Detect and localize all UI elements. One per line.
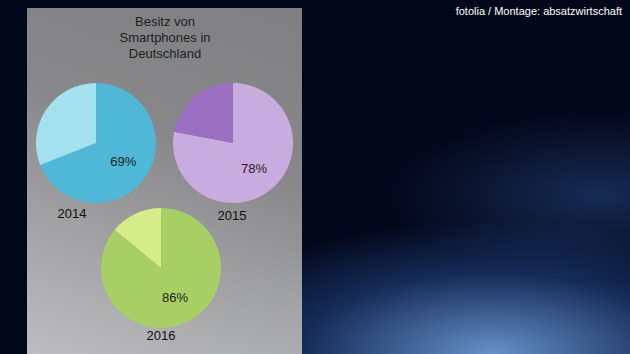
html-text:Besitz von Smartphones in Deut: Besitz von Smartphones in Deutschland — [119, 14, 211, 61]
html-text:fotolia / Montage: absatzwirts: fotolia / Montage: absatzwirtschaft — [455, 5, 622, 17]
html-text:2014: 2014 — [57, 206, 87, 221]
html-text:2015: 2015 — [217, 208, 247, 223]
html-text:2016: 2016 — [146, 328, 176, 343]
svg-text:78%: 78% — [241, 161, 267, 176]
svg-text:69%: 69% — [110, 154, 136, 169]
svg-text:86%: 86% — [162, 290, 188, 305]
